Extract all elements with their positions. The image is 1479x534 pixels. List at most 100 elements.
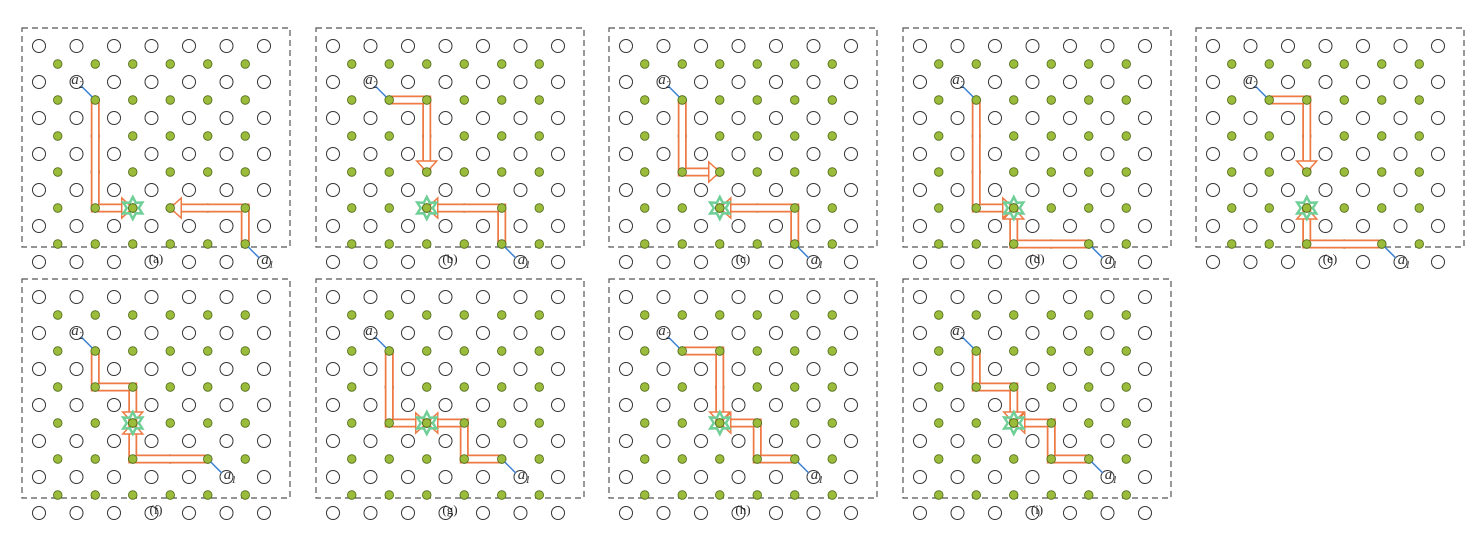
occupied-node — [1084, 167, 1094, 177]
empty-node — [551, 39, 565, 53]
empty-node — [950, 362, 965, 376]
empty-node — [1206, 255, 1220, 269]
empty-node — [476, 506, 490, 520]
empty-node — [1025, 219, 1040, 233]
occupied-node — [1046, 203, 1056, 213]
empty-node — [69, 39, 84, 53]
occupied-node — [534, 131, 544, 141]
empty-node — [363, 75, 378, 89]
occupied-node — [827, 59, 837, 69]
goal-node — [715, 418, 725, 428]
empty-node — [551, 506, 565, 520]
occupied-node — [1377, 131, 1387, 141]
empty-node — [988, 362, 1002, 376]
occupied-node — [1084, 382, 1094, 392]
empty-node — [950, 147, 965, 161]
empty-node — [988, 398, 1002, 412]
arrow-pointer-icon — [1254, 85, 1267, 98]
occupied-node — [1121, 167, 1131, 177]
empty-node — [69, 434, 84, 448]
empty-node — [769, 39, 783, 53]
empty-node — [913, 326, 927, 340]
path-agent2-arrowhead — [708, 160, 721, 184]
occupied-node — [534, 310, 544, 320]
empty-node — [401, 506, 415, 520]
occupied-node — [497, 59, 507, 69]
empty-node — [1138, 434, 1152, 448]
empty-node — [1206, 219, 1220, 233]
occupied-node — [497, 203, 507, 213]
empty-node — [1063, 183, 1077, 197]
empty-node — [476, 362, 490, 376]
panel-caption: (f) — [150, 502, 163, 517]
empty-node — [694, 434, 708, 448]
empty-node — [619, 326, 633, 340]
empty-node — [144, 434, 159, 448]
empty-node — [769, 255, 783, 269]
empty-node — [619, 434, 633, 448]
occupied-node — [971, 490, 981, 500]
empty-node — [219, 398, 234, 412]
empty-node — [1138, 255, 1152, 269]
occupied-node — [203, 95, 213, 105]
empty-node — [69, 219, 84, 233]
arrow-pointer-icon — [961, 336, 974, 349]
occupied-node — [53, 382, 63, 392]
empty-node — [144, 183, 159, 197]
goal-node — [422, 203, 432, 213]
occupied-node — [240, 490, 250, 500]
occupied-node — [677, 167, 687, 177]
empty-node — [950, 470, 965, 484]
empty-node — [988, 219, 1002, 233]
empty-node — [1393, 39, 1408, 53]
empty-node — [694, 290, 708, 304]
empty-node — [513, 398, 528, 412]
empty-node — [363, 39, 378, 53]
occupied-node — [497, 454, 507, 464]
occupied-node — [347, 310, 357, 320]
empty-node — [806, 39, 821, 53]
occupied-node — [752, 239, 762, 249]
empty-node — [363, 470, 378, 484]
panel-caption: (h) — [735, 502, 750, 517]
occupied-node — [128, 59, 138, 69]
empty-node — [438, 183, 453, 197]
occupied-node — [1227, 131, 1237, 141]
empty-node — [438, 434, 453, 448]
empty-node — [551, 434, 565, 448]
empty-node — [806, 434, 821, 448]
empty-node — [1063, 506, 1077, 520]
occupied-node — [347, 203, 357, 213]
empty-node — [32, 362, 46, 376]
empty-node — [988, 147, 1002, 161]
empty-node — [69, 111, 84, 125]
empty-node — [32, 326, 46, 340]
empty-node — [950, 434, 965, 448]
empty-node — [1318, 255, 1333, 269]
empty-node — [513, 290, 528, 304]
empty-node — [1063, 147, 1077, 161]
occupied-node — [640, 59, 650, 69]
empty-node — [1431, 111, 1445, 125]
empty-node — [551, 183, 565, 197]
empty-node — [844, 219, 858, 233]
empty-node — [326, 75, 340, 89]
occupied-node — [934, 239, 944, 249]
empty-node — [1100, 506, 1115, 520]
empty-node — [1025, 326, 1040, 340]
empty-node — [1025, 255, 1040, 269]
empty-node — [619, 362, 633, 376]
occupied-node — [128, 346, 138, 356]
empty-node — [32, 147, 46, 161]
empty-node — [182, 183, 196, 197]
occupied-node — [384, 310, 394, 320]
empty-node — [401, 398, 415, 412]
occupied-node — [203, 382, 213, 392]
path-agent2-arrowhead — [1295, 160, 1319, 174]
empty-node — [1063, 398, 1077, 412]
empty-node — [1100, 219, 1115, 233]
empty-node — [1063, 470, 1077, 484]
empty-node — [438, 39, 453, 53]
empty-node — [513, 506, 528, 520]
occupied-node — [534, 418, 544, 428]
